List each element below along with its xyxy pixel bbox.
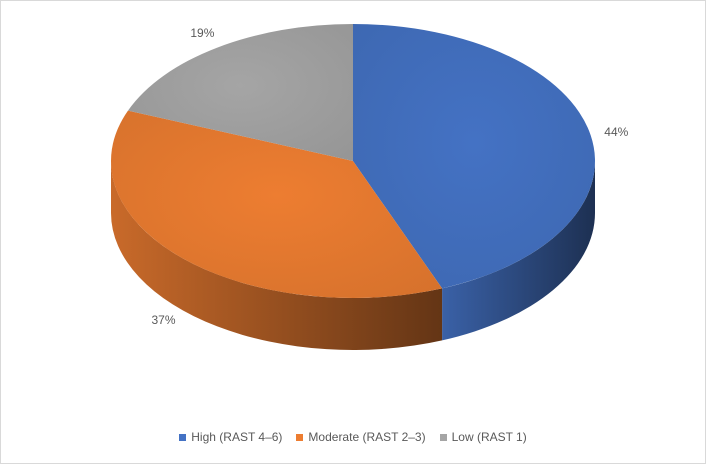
slice-top-high bbox=[353, 24, 596, 289]
slice-side-high bbox=[442, 161, 595, 341]
legend-swatch-moderate bbox=[296, 433, 304, 441]
data-label-high: 44% bbox=[604, 125, 628, 139]
data-label-moderate: 37% bbox=[151, 313, 175, 327]
legend-swatch-low bbox=[439, 433, 447, 441]
legend: High (RAST 4–6) Moderate (RAST 2–3) Low … bbox=[1, 427, 705, 447]
pie-chart: 44% 37% 19% bbox=[111, 24, 629, 350]
legend-swatch-high bbox=[179, 433, 187, 441]
legend-label-moderate: Moderate (RAST 2–3) bbox=[308, 430, 426, 444]
slice-top-low bbox=[127, 24, 354, 161]
legend-item-high: High (RAST 4–6) bbox=[179, 430, 282, 444]
slice-side-moderate bbox=[111, 161, 443, 350]
slice-top-moderate bbox=[111, 110, 443, 298]
legend-label-high: High (RAST 4–6) bbox=[191, 430, 283, 444]
legend-item-moderate: Moderate (RAST 2–3) bbox=[296, 430, 426, 444]
legend-label-low: Low (RAST 1) bbox=[451, 430, 527, 444]
legend-item-low: Low (RAST 1) bbox=[439, 430, 527, 444]
data-label-low: 19% bbox=[190, 26, 214, 40]
